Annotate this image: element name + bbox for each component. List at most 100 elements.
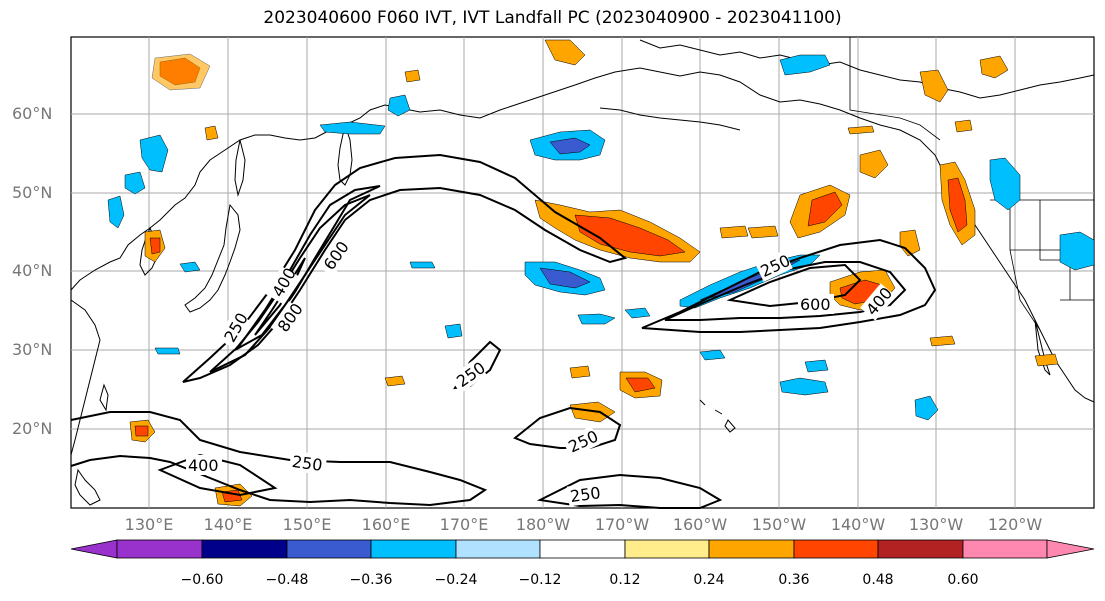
colorbar-bin bbox=[201, 539, 288, 559]
blue-patch-nw-1 bbox=[139, 134, 169, 173]
blue-patch-nw-3 bbox=[107, 195, 125, 229]
colorbar-bin bbox=[708, 539, 795, 559]
orange-patch-nw bbox=[151, 53, 211, 91]
lat-label: 60°N bbox=[12, 104, 53, 123]
negative-anomaly-shading bbox=[107, 54, 1095, 421]
orange-patch-mid-2 bbox=[719, 225, 749, 239]
lat-label: 30°N bbox=[12, 340, 53, 359]
blue-patch-small-7 bbox=[699, 349, 726, 361]
lon-label: 170°E bbox=[439, 515, 489, 534]
blue-patch-kamchatka bbox=[319, 121, 386, 135]
colorbar-tick-label: 0.12 bbox=[609, 572, 641, 588]
contour-label-bg bbox=[270, 301, 306, 339]
red-patch-ne-1 bbox=[807, 191, 843, 227]
colorbar-tick-label: 0.24 bbox=[693, 572, 725, 588]
orange-patch-gulf bbox=[859, 149, 889, 179]
contour-250-south bbox=[513, 406, 622, 449]
blue-patch-small-2 bbox=[577, 313, 616, 325]
contour-label: 400 bbox=[188, 456, 219, 475]
taiwan-coast bbox=[99, 383, 109, 412]
colorbar-bin bbox=[455, 539, 541, 559]
alaska-coast bbox=[574, 67, 1095, 403]
canada-alaska-border bbox=[849, 37, 941, 141]
coastlines bbox=[70, 39, 1095, 506]
colorbar-bin bbox=[877, 539, 964, 559]
contour-label-bg bbox=[860, 283, 896, 321]
contour-label-bg bbox=[566, 481, 606, 507]
lon-label: 150°W bbox=[751, 515, 807, 534]
orange-patch-small-3 bbox=[404, 69, 421, 83]
positive-anomaly-shading bbox=[129, 39, 1059, 507]
philippines-coast bbox=[74, 468, 101, 506]
blue-patch-small-3 bbox=[624, 307, 651, 319]
contour-label-bg bbox=[217, 311, 251, 349]
contour-label-bg bbox=[798, 294, 834, 314]
lon-label: 160°E bbox=[361, 515, 411, 534]
contour-label: 600 bbox=[800, 295, 831, 314]
lon-label: 150°E bbox=[282, 515, 332, 534]
contour-label-bg bbox=[755, 250, 793, 282]
japan-coast bbox=[184, 203, 241, 313]
colorbar-bin bbox=[116, 539, 203, 559]
north-coast bbox=[639, 39, 1095, 99]
colorbar-bin bbox=[370, 539, 457, 559]
china-coast bbox=[70, 299, 101, 456]
red-patch-central bbox=[574, 214, 686, 257]
orange-patch-small-6 bbox=[954, 119, 973, 133]
lon-label: 170°W bbox=[594, 515, 650, 534]
lon-label: 180°W bbox=[515, 515, 571, 534]
orange-patch-north-1 bbox=[919, 69, 949, 103]
orange-patch-small-1 bbox=[384, 375, 406, 387]
lon-label: 140°E bbox=[203, 515, 253, 534]
contour-250-south-east bbox=[536, 473, 723, 509]
red-patch-coast bbox=[947, 177, 968, 233]
colorbar bbox=[70, 539, 1095, 559]
colorbar-extend-high bbox=[1046, 539, 1095, 559]
orange-patch-alaska bbox=[544, 39, 586, 66]
colorbar-tick-label: −0.48 bbox=[265, 572, 309, 588]
colorbar-tick-label: −0.36 bbox=[349, 572, 393, 588]
contour-800-west bbox=[254, 257, 306, 336]
lon-label: 140°W bbox=[830, 515, 886, 534]
blue-patch-south-1 bbox=[779, 377, 829, 396]
blue-patch-small-4 bbox=[154, 347, 181, 355]
colorbar-tick-label: −0.60 bbox=[180, 572, 224, 588]
colorbar-bin bbox=[539, 539, 626, 559]
contour-label: 250 bbox=[569, 483, 602, 506]
colorbar-bin bbox=[962, 539, 1048, 559]
blue-patch-small-1 bbox=[444, 323, 463, 339]
colorbar-tick-label: −0.24 bbox=[434, 572, 478, 588]
blue-patch-bering bbox=[387, 94, 411, 117]
colorbar-tick-label: −0.12 bbox=[518, 572, 562, 588]
blue-patch-coast-1 bbox=[989, 157, 1021, 211]
blue-patch-coast-2 bbox=[1059, 231, 1095, 271]
lon-label: 120°W bbox=[987, 515, 1043, 534]
contour-250-west bbox=[182, 153, 628, 383]
contour-label: 250 bbox=[291, 452, 324, 475]
orange-patch-mid-3 bbox=[899, 229, 921, 257]
aleutian-islands bbox=[599, 107, 741, 131]
lat-label: 20°N bbox=[12, 419, 53, 438]
orange-patch-north-2 bbox=[979, 55, 1009, 79]
red-patch-korea bbox=[149, 237, 161, 255]
colorbar-bin bbox=[624, 539, 710, 559]
blue-patch-south-2 bbox=[914, 395, 939, 421]
orange-patch-small-5 bbox=[847, 125, 875, 135]
contour-label-bg bbox=[265, 266, 299, 304]
red-patch-south-1 bbox=[625, 377, 656, 393]
blue-patch-small-6 bbox=[409, 261, 436, 269]
asia-coast bbox=[70, 84, 576, 291]
contour-label-bg bbox=[186, 455, 222, 475]
contour-400-east bbox=[664, 261, 907, 321]
blue-patch-north-1 bbox=[779, 54, 831, 76]
hawaii-islands bbox=[699, 399, 736, 433]
blue-patch-small-8 bbox=[804, 359, 829, 373]
contour-250-east bbox=[641, 238, 937, 333]
lon-label: 160°W bbox=[672, 515, 728, 534]
colorbar-bin bbox=[793, 539, 879, 559]
sakhalin-coast bbox=[234, 139, 246, 197]
orange-patch-mid-1 bbox=[747, 225, 779, 239]
colorbar-extend-low bbox=[70, 539, 118, 559]
colorbar-tick-label: 0.60 bbox=[947, 572, 979, 588]
